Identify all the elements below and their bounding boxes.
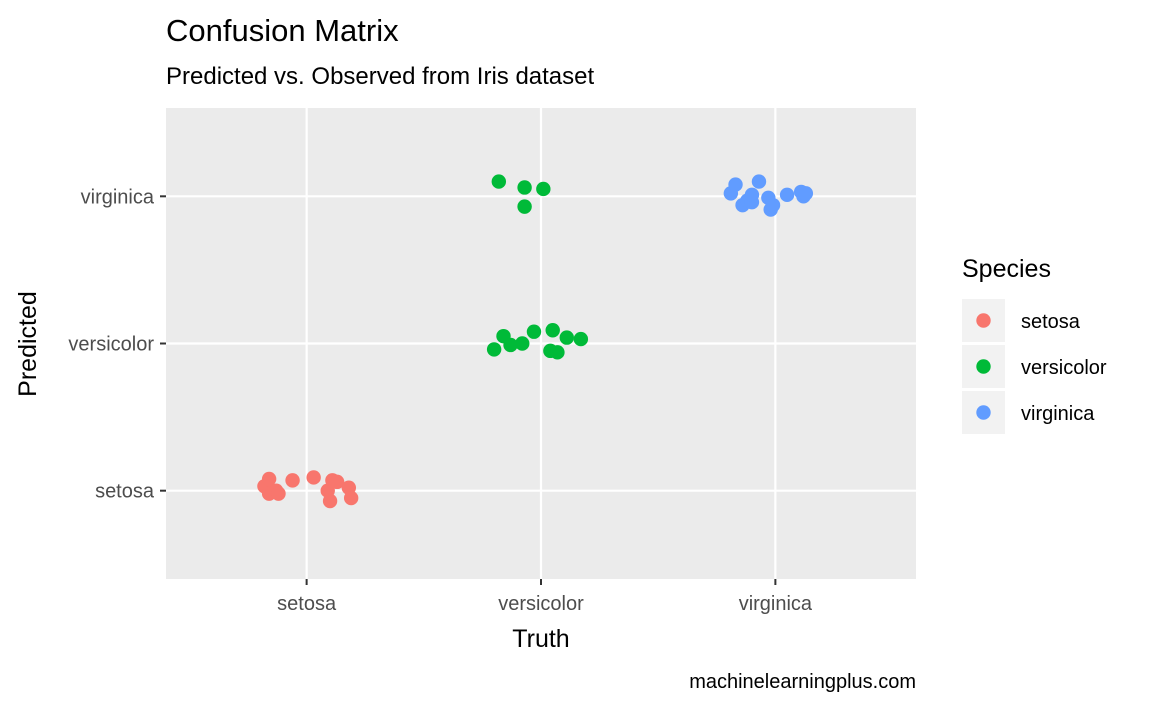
legend-label-virginica: virginica <box>1021 403 1095 425</box>
chart-subtitle: Predicted vs. Observed from Iris dataset <box>166 63 595 90</box>
legend-dot-versicolor <box>976 359 991 374</box>
point-setosa-1 <box>261 471 277 487</box>
legend-label-setosa: setosa <box>1021 311 1081 333</box>
x-tick-label-setosa: setosa <box>277 593 337 615</box>
point-versicolor-4 <box>526 324 542 339</box>
point-setosa-10 <box>322 493 338 509</box>
y-tick-label-versicolor: versicolor <box>68 334 154 356</box>
point-versicolor-2 <box>503 337 518 353</box>
legend-dot-setosa <box>976 313 991 328</box>
y-tick-labels: setosa versicolor virginica <box>68 186 154 502</box>
point-setosa-9 <box>329 474 345 490</box>
point-versicolor-10 <box>491 174 507 189</box>
y-tick-label-virginica: virginica <box>81 186 155 208</box>
point-virginica-9 <box>765 197 781 213</box>
point-versicolor-7 <box>550 345 565 360</box>
y-tick-label-setosa: setosa <box>95 481 155 503</box>
point-setosa-4 <box>271 486 286 501</box>
point-virginica-10 <box>779 187 795 203</box>
point-virginica-6 <box>751 174 767 189</box>
point-virginica-13 <box>798 186 814 201</box>
point-versicolor-13 <box>517 199 532 214</box>
legend-label-versicolor: versicolor <box>1021 357 1107 379</box>
caption: machinelearningplus.com <box>689 671 916 693</box>
point-versicolor-3 <box>515 336 530 351</box>
legend: Species setosa versicolor virginica <box>962 255 1107 434</box>
point-virginica-1 <box>728 177 743 192</box>
legend-dot-virginica <box>976 405 991 420</box>
x-tick-labels: setosa versicolor virginica <box>277 593 813 615</box>
point-setosa-6 <box>306 470 321 485</box>
legend-title: Species <box>962 255 1051 283</box>
point-virginica-5 <box>744 187 760 203</box>
chart-title: Confusion Matrix <box>166 13 399 48</box>
point-versicolor-9 <box>573 331 589 347</box>
y-axis-title: Predicted <box>14 291 42 397</box>
x-axis-title: Truth <box>512 625 569 653</box>
data-points <box>257 174 814 509</box>
point-versicolor-0 <box>486 342 502 357</box>
point-versicolor-5 <box>545 323 560 338</box>
x-tick-label-versicolor: versicolor <box>498 593 584 615</box>
x-tick-label-virginica: virginica <box>739 593 813 615</box>
axis-ticks <box>160 195 777 585</box>
point-versicolor-8 <box>559 330 574 345</box>
point-setosa-5 <box>285 473 300 488</box>
point-versicolor-11 <box>517 180 532 195</box>
point-setosa-12 <box>343 490 359 506</box>
point-versicolor-12 <box>536 181 551 197</box>
